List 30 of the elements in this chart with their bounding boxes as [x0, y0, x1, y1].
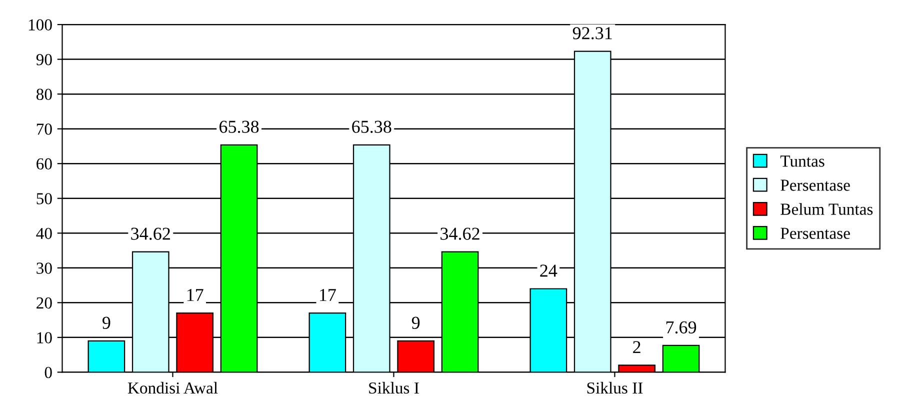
data-label: 7.69	[666, 321, 696, 334]
y-tick-label: 100	[28, 19, 52, 30]
data-label: 9	[102, 316, 110, 329]
y-tick-label: 70	[36, 124, 52, 135]
data-label: 17	[187, 288, 204, 301]
legend-label: Persentase	[780, 180, 850, 191]
y-tick-label: 10	[37, 332, 52, 344]
y-tick-label: 0	[44, 366, 52, 378]
legend-label: Persentase	[780, 228, 850, 239]
data-label: 24	[540, 264, 558, 277]
y-tick-label: 30	[36, 262, 52, 274]
y-tick-label: 20	[36, 297, 52, 309]
data-label: 17	[320, 288, 336, 301]
data-label: 92.31	[572, 27, 612, 40]
y-tick-label: 40	[36, 228, 52, 240]
x-tick-label: Siklus I	[369, 382, 419, 394]
data-label: 65.38	[352, 120, 392, 133]
data-label: 34.62	[440, 228, 480, 240]
data-label: 34.62	[131, 228, 170, 240]
legend-label: Belum Tuntas	[780, 203, 873, 215]
x-tick-label: Siklus II	[587, 382, 643, 394]
x-tick-label: Kondisi Awal	[128, 382, 218, 394]
y-tick-label: 60	[36, 158, 52, 170]
data-label: 2	[633, 341, 640, 354]
data-label: 65.38	[219, 120, 259, 133]
y-tick-label: 50	[36, 193, 52, 204]
data-label: 9	[412, 316, 420, 329]
y-tick-label: 90	[36, 54, 52, 66]
y-tick-label: 80	[36, 88, 52, 100]
legend-label: Tuntas	[780, 156, 824, 167]
